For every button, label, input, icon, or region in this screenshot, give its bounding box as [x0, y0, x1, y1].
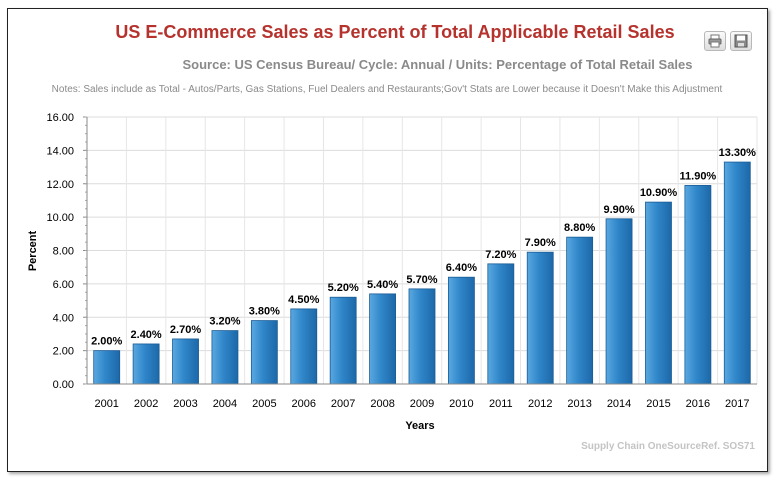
x-tick-label: 2005: [252, 398, 276, 410]
y-axis-label: Percent: [27, 230, 39, 271]
x-tick-label: 2003: [173, 398, 197, 410]
y-tick-label: 16.00: [46, 112, 74, 124]
bars: [93, 161, 751, 385]
data-labels: 2.00% 2.40% 2.70% 3.20% 3.80% 4.50% 5.20% 5.40%…: [91, 147, 756, 348]
x-tick-label: 2002: [134, 398, 158, 410]
y-tick-label: 8.00: [53, 246, 74, 258]
bar-2002[interactable]: [132, 343, 160, 385]
x-tick-label: 2007: [331, 398, 355, 410]
x-tick-label: 2011: [489, 398, 513, 410]
y-tick-label: 2.00: [53, 346, 74, 358]
x-tick-label: 2004: [213, 398, 237, 410]
bar-2004[interactable]: [211, 330, 239, 385]
y-tick-label: 6.00: [53, 279, 74, 291]
bar-2001[interactable]: [93, 350, 121, 385]
x-tick-label: 2006: [292, 398, 316, 410]
data-label: 2.70%: [170, 324, 201, 336]
x-tick-label: 2013: [567, 398, 591, 410]
data-label: 8.80%: [564, 222, 595, 234]
bar-2012[interactable]: [526, 251, 554, 385]
bar-2014[interactable]: [605, 218, 633, 385]
x-axis-label: Years: [405, 420, 434, 432]
save-button[interactable]: [730, 31, 752, 51]
x-tick-labels: 2001 2002 2003 2004 2005 2006 2007 2008 2009 2010…: [94, 398, 749, 410]
x-tick-label: 2012: [528, 398, 552, 410]
data-label: 9.90%: [603, 204, 634, 216]
data-label: 6.40%: [446, 262, 477, 274]
y-tick-label: 12.00: [46, 179, 74, 191]
y-tick-label: 10.00: [46, 212, 74, 224]
floppy-disk-icon: [734, 34, 748, 48]
chart-subtitle: Source: US Census Bureau/ Cycle: Annual …: [182, 57, 693, 72]
y-tick-label: 14.00: [46, 145, 74, 157]
printer-icon: [708, 34, 722, 48]
data-label: 3.80%: [249, 306, 280, 318]
chart-notes: Notes: Sales include as Total - Autos/Pa…: [51, 84, 723, 95]
bar-2008[interactable]: [369, 293, 396, 385]
bar-2010[interactable]: [448, 276, 475, 385]
bar-2005[interactable]: [250, 320, 278, 385]
bar-2009[interactable]: [408, 288, 436, 385]
bar-2013[interactable]: [566, 236, 594, 385]
data-label: 2.00%: [91, 336, 122, 348]
data-label: 10.90%: [640, 187, 678, 199]
x-tick-label: 2014: [607, 398, 631, 410]
bar-2017[interactable]: [723, 161, 751, 385]
data-label: 7.20%: [485, 249, 516, 261]
x-tick-label: 2001: [94, 398, 118, 410]
data-label: 5.40%: [367, 279, 398, 291]
x-tick-label: 2008: [370, 398, 394, 410]
y-tick-label: 4.00: [53, 312, 74, 324]
chart-credit: Supply Chain OneSourceRef. SOS71: [581, 441, 755, 452]
data-label: 5.20%: [328, 282, 359, 294]
x-tick-label: 2016: [686, 398, 710, 410]
data-label: 2.40%: [131, 329, 162, 341]
y-tick-label: 0.00: [53, 379, 74, 391]
x-tick-label: 2010: [449, 398, 473, 410]
x-tick-label: 2017: [725, 398, 749, 410]
data-label: 13.30%: [719, 147, 757, 159]
bar-2006[interactable]: [290, 308, 318, 385]
data-label: 7.90%: [525, 237, 556, 249]
x-tick-label: 2015: [646, 398, 670, 410]
data-label: 4.50%: [288, 294, 319, 306]
bar-2016[interactable]: [684, 185, 712, 385]
data-label: 3.20%: [209, 316, 240, 328]
chart-frame: [7, 8, 768, 472]
bar-2015[interactable]: [645, 201, 672, 385]
y-tick-labels: 0.00 2.00 4.00 6.00 8.00 10.00 12.00 14.00 16.00: [46, 112, 87, 391]
bar-2007[interactable]: [329, 296, 357, 385]
data-label: 11.90%: [680, 170, 717, 182]
x-tick-label: 2009: [410, 398, 434, 410]
data-label: 5.70%: [406, 274, 437, 286]
bar-2003[interactable]: [172, 338, 199, 385]
print-button[interactable]: [704, 31, 726, 51]
chart-title: US E-Commerce Sales as Percent of Total …: [115, 22, 675, 42]
bar-2011[interactable]: [487, 263, 515, 385]
